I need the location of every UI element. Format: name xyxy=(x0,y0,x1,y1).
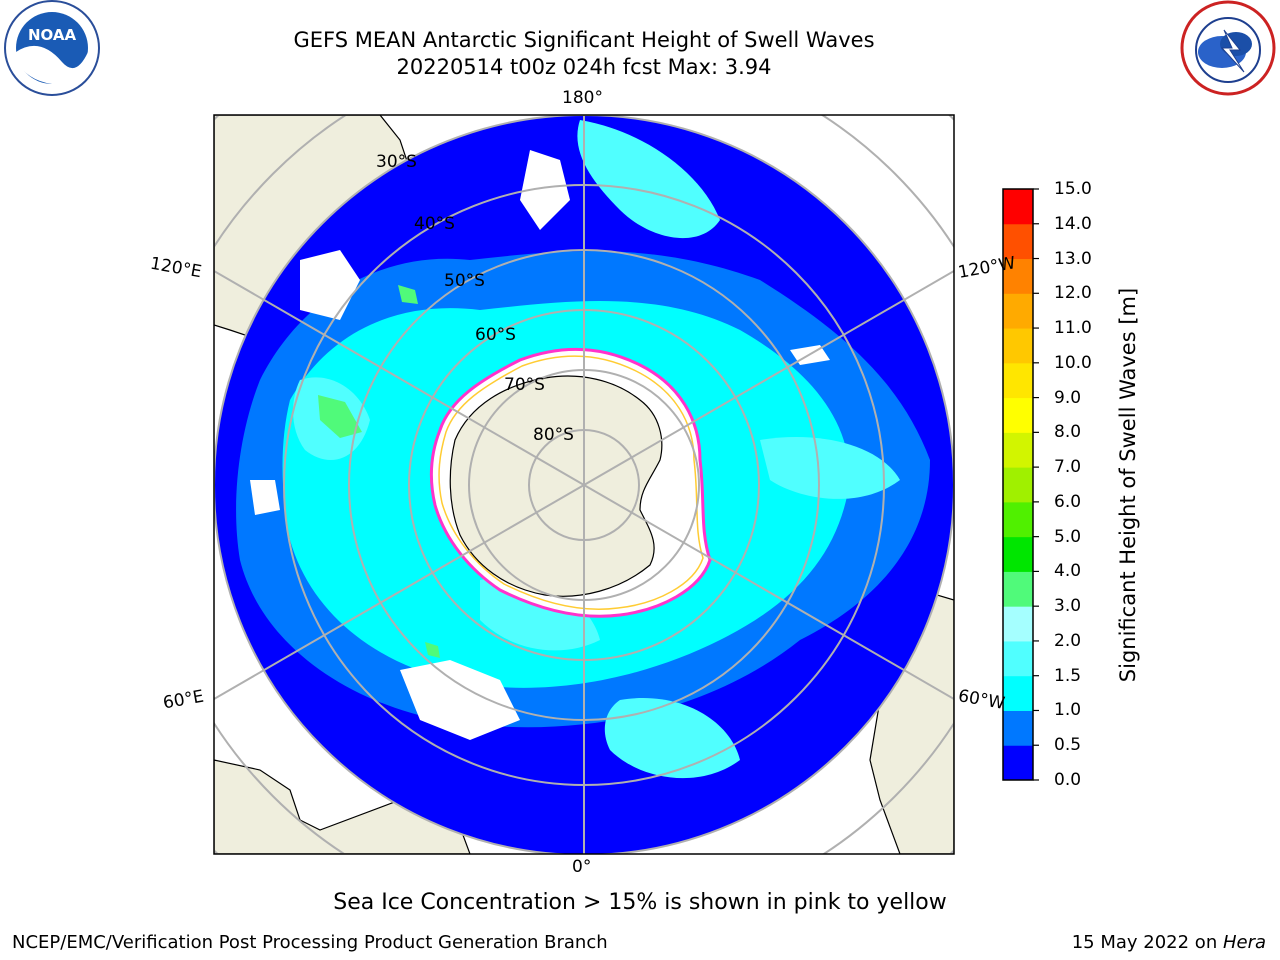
colorbar-segment xyxy=(1003,467,1033,503)
noaa-logo: NOAA xyxy=(4,0,100,96)
lat-label-30s: 30°S xyxy=(376,152,417,172)
footer-date: 15 May 2022 on Hera xyxy=(1072,932,1266,953)
swell-max-patch xyxy=(318,395,362,438)
colorbar-segment xyxy=(1003,501,1033,538)
colorbar-segment xyxy=(1003,432,1033,468)
colorbar-segment xyxy=(1003,571,1033,607)
colorbar-tick-label: 3.0 xyxy=(1054,596,1082,617)
colorbar-border xyxy=(1002,188,1034,781)
lat-label-50s: 50°S xyxy=(444,271,485,291)
colorbar-segment xyxy=(1003,640,1033,677)
noaa-logo-text: NOAA xyxy=(28,26,77,44)
colorbar-tick-label: 1.5 xyxy=(1054,665,1082,686)
lon-label-0: 0° xyxy=(572,857,592,877)
colorbar-tick-label: 0.0 xyxy=(1054,770,1082,790)
colorbar-segment xyxy=(1003,745,1033,781)
colorbar-segment xyxy=(1003,536,1033,572)
ice-caption: Sea Ice Concentration > 15% is shown in … xyxy=(333,890,947,915)
colorbar-tick-label: 6.0 xyxy=(1054,491,1082,512)
colorbar-tick-label: 2.0 xyxy=(1054,630,1082,651)
colorbar-tick-label: 4.0 xyxy=(1054,561,1082,582)
colorbar-tick-label: 11.0 xyxy=(1054,318,1092,339)
colorbar-tick-label: 5.0 xyxy=(1054,526,1082,547)
lat-label-60s: 60°S xyxy=(475,325,516,345)
colorbar-segment xyxy=(1003,293,1033,329)
colorbar-segment xyxy=(1003,710,1033,746)
title-line-2: 20220514 t00z 024h fcst Max: 3.94 xyxy=(396,55,772,79)
title-line-1: GEFS MEAN Antarctic Significant Height o… xyxy=(293,28,875,52)
colorbar-segment xyxy=(1003,606,1033,642)
colorbar xyxy=(1003,188,1039,781)
colorbar-title: Significant Height of Swell Waves [m] xyxy=(1116,287,1140,683)
lat-label-80s: 80°S xyxy=(533,425,574,445)
colorbar-segment xyxy=(1003,328,1033,364)
lat-label-40s: 40°S xyxy=(414,214,455,234)
colorbar-segment xyxy=(1003,258,1033,294)
colorbar-tick-label: 15.0 xyxy=(1054,179,1092,199)
colorbar-tick-label: 9.0 xyxy=(1054,387,1082,408)
colorbar-tick-label: 0.5 xyxy=(1054,735,1082,756)
footer-host: Hera xyxy=(1222,932,1266,953)
colorbar-segment xyxy=(1003,675,1033,711)
colorbar-segment xyxy=(1003,223,1033,260)
antarctica xyxy=(449,375,663,597)
footer-credit: NCEP/EMC/Verification Post Processing Pr… xyxy=(12,932,608,953)
colorbar-tick-label: 10.0 xyxy=(1054,352,1092,373)
colorbar-tick-label: 7.0 xyxy=(1054,457,1082,478)
lat-label-70s: 70°S xyxy=(504,375,545,395)
colorbar-tick-label: 8.0 xyxy=(1054,422,1082,443)
footer-date-text: 15 May 2022 on xyxy=(1071,932,1223,953)
graticule xyxy=(214,115,954,854)
colorbar-segment xyxy=(1003,189,1033,225)
colorbar-tick-label: 13.0 xyxy=(1054,248,1092,269)
colorbar-tick-label: 14.0 xyxy=(1054,213,1092,234)
colorbar-segment xyxy=(1003,362,1033,399)
sea-ice-inner-edge xyxy=(438,355,704,611)
colorbar-tick-label: 12.0 xyxy=(1054,283,1092,304)
map-border xyxy=(213,114,955,855)
nws-logo xyxy=(1180,0,1276,96)
colorbar-tick-label: 1.0 xyxy=(1054,700,1082,721)
colorbar-segment xyxy=(1003,397,1033,433)
lon-label-180: 180° xyxy=(562,88,603,108)
